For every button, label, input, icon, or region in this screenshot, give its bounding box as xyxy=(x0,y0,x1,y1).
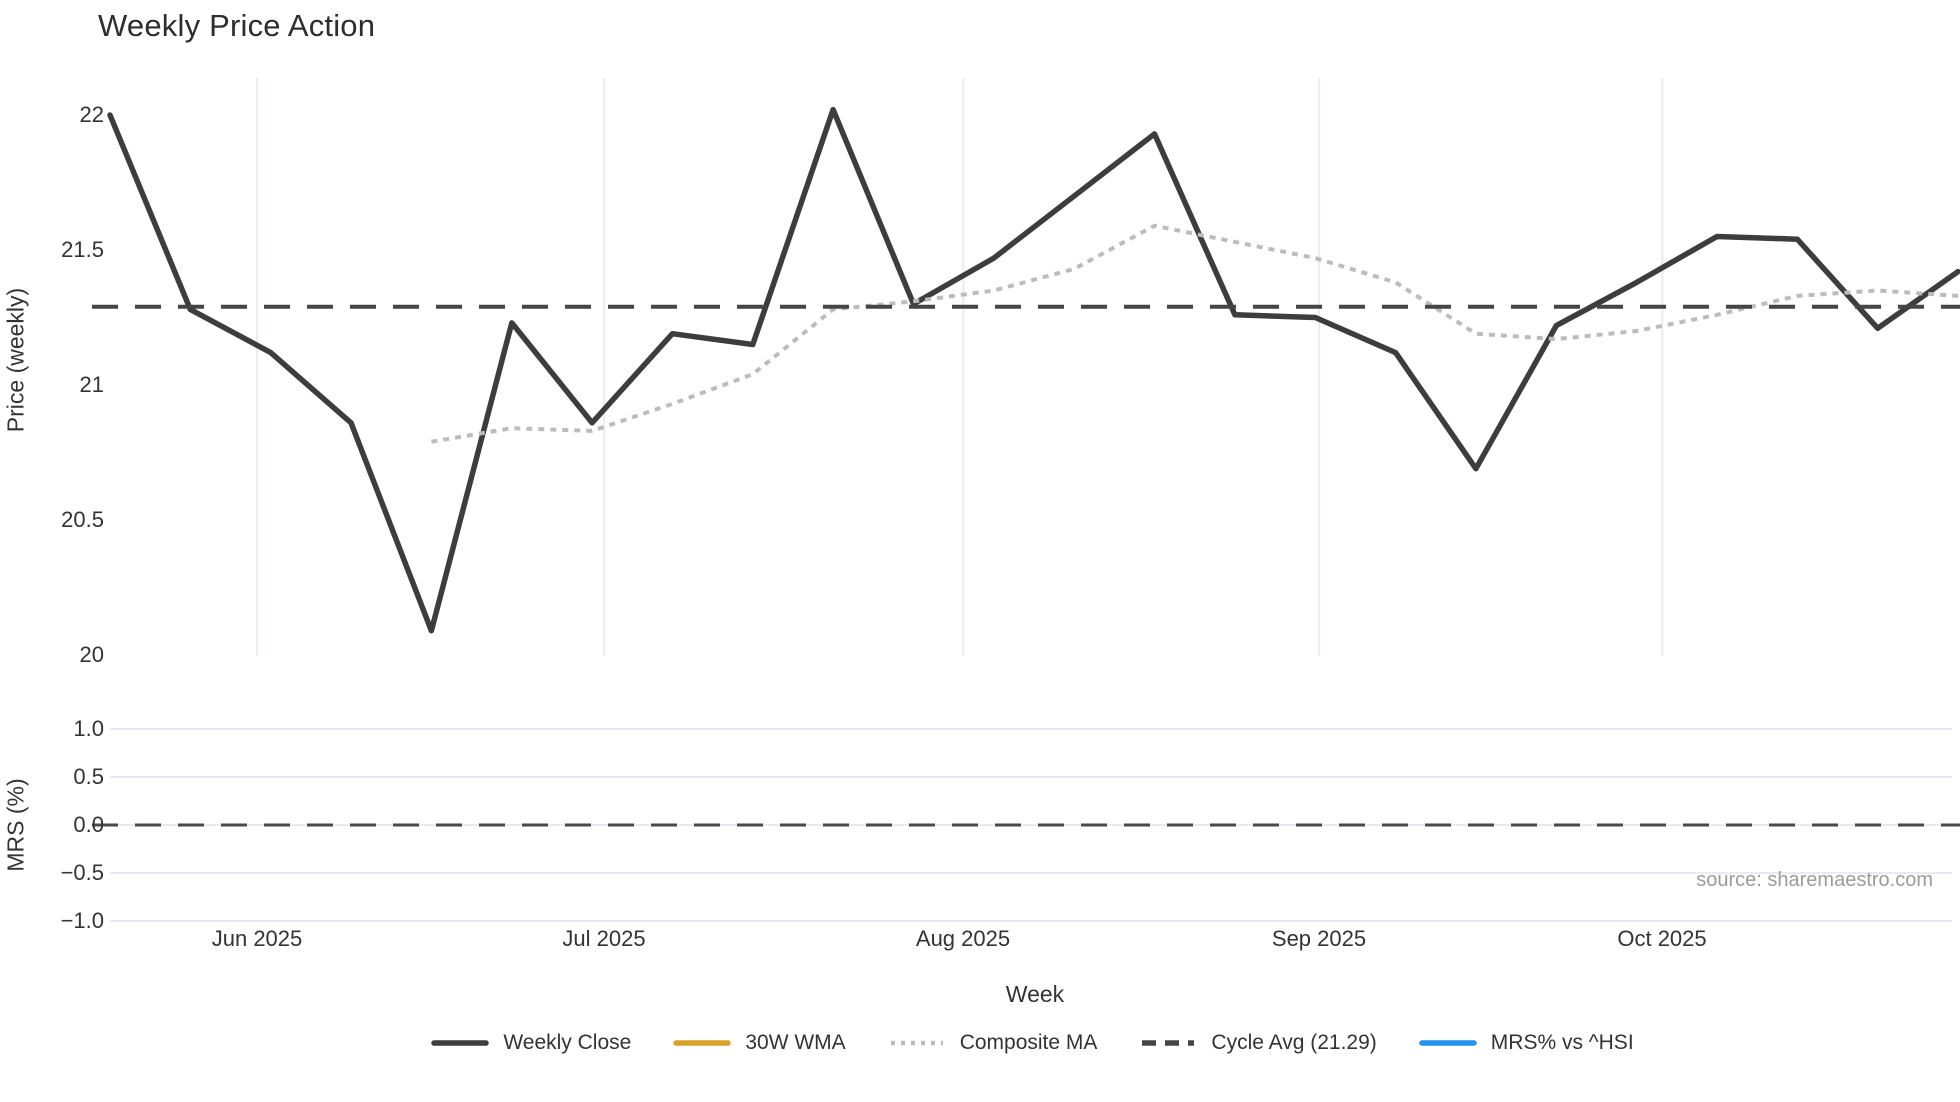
legend-label: Cycle Avg (21.29) xyxy=(1211,1031,1377,1054)
price-tick-21-5: 21.5 xyxy=(61,237,104,262)
weekly-close-line-icon xyxy=(431,1040,490,1046)
legend-item-mrs-vs-hsi: MRS% vs ^HSI xyxy=(1419,1031,1634,1055)
month-tick-aug-2025: Aug 2025 xyxy=(915,926,1011,951)
price-tick-20: 20 xyxy=(79,642,104,667)
mrs-tick-neg-0-5: −0.5 xyxy=(60,860,104,885)
legend-label: Weekly Close xyxy=(503,1031,632,1054)
legend-item-cycle-avg: Cycle Avg (21.29) xyxy=(1139,1031,1377,1055)
legend-label: 30W WMA xyxy=(745,1031,846,1054)
chart-title: Weekly Price Action xyxy=(98,8,376,43)
legend-item-weekly-close: Weekly Close xyxy=(431,1031,631,1055)
price-tick-22: 22 xyxy=(79,102,104,127)
legend-label: MRS% vs ^HSI xyxy=(1490,1031,1634,1054)
composite-ma-dotted-line-icon xyxy=(890,1040,943,1046)
legend-item-30w-wma: 30W WMA xyxy=(673,1031,846,1055)
mrs-tick-1-0: 1.0 xyxy=(73,716,104,741)
price-tick-21: 21 xyxy=(79,372,104,397)
mrs-line-icon xyxy=(1419,1040,1477,1046)
mrs-tick-neg-1-0: −1.0 xyxy=(60,908,104,933)
legend-item-composite-ma: Composite MA xyxy=(888,1031,1098,1055)
legend-label: Composite MA xyxy=(959,1031,1098,1054)
month-tick-oct-2025: Oct 2025 xyxy=(1617,926,1707,951)
mrs-tick-0-5: 0.5 xyxy=(73,764,104,789)
month-tick-sep-2025: Sep 2025 xyxy=(1271,926,1367,951)
month-tick-jun-2025: Jun 2025 xyxy=(211,926,303,951)
cycle-avg-dashed-line-icon xyxy=(1142,1040,1195,1046)
price-axis-label: Price (weekly) xyxy=(2,287,29,433)
price-tick-20-5: 20.5 xyxy=(61,507,104,532)
chart-legend: Weekly Close 30W WMA Composite MA Cycle … xyxy=(105,1031,1960,1055)
wma-line-icon xyxy=(673,1040,732,1046)
month-tick-jul-2025: Jul 2025 xyxy=(562,926,646,951)
mrs-tick-0-0: 0.0 xyxy=(73,812,104,837)
x-axis-label: Week xyxy=(1005,981,1065,1007)
source-attribution: source: sharemaestro.com xyxy=(1696,869,1933,891)
